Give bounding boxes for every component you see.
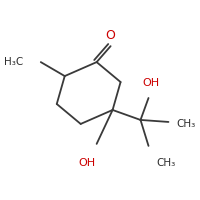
Text: H₃C: H₃C — [4, 57, 23, 67]
Text: CH₃: CH₃ — [176, 119, 196, 129]
Text: OH: OH — [143, 78, 160, 88]
Text: O: O — [106, 29, 116, 42]
Text: OH: OH — [78, 158, 95, 168]
Text: CH₃: CH₃ — [156, 158, 176, 168]
